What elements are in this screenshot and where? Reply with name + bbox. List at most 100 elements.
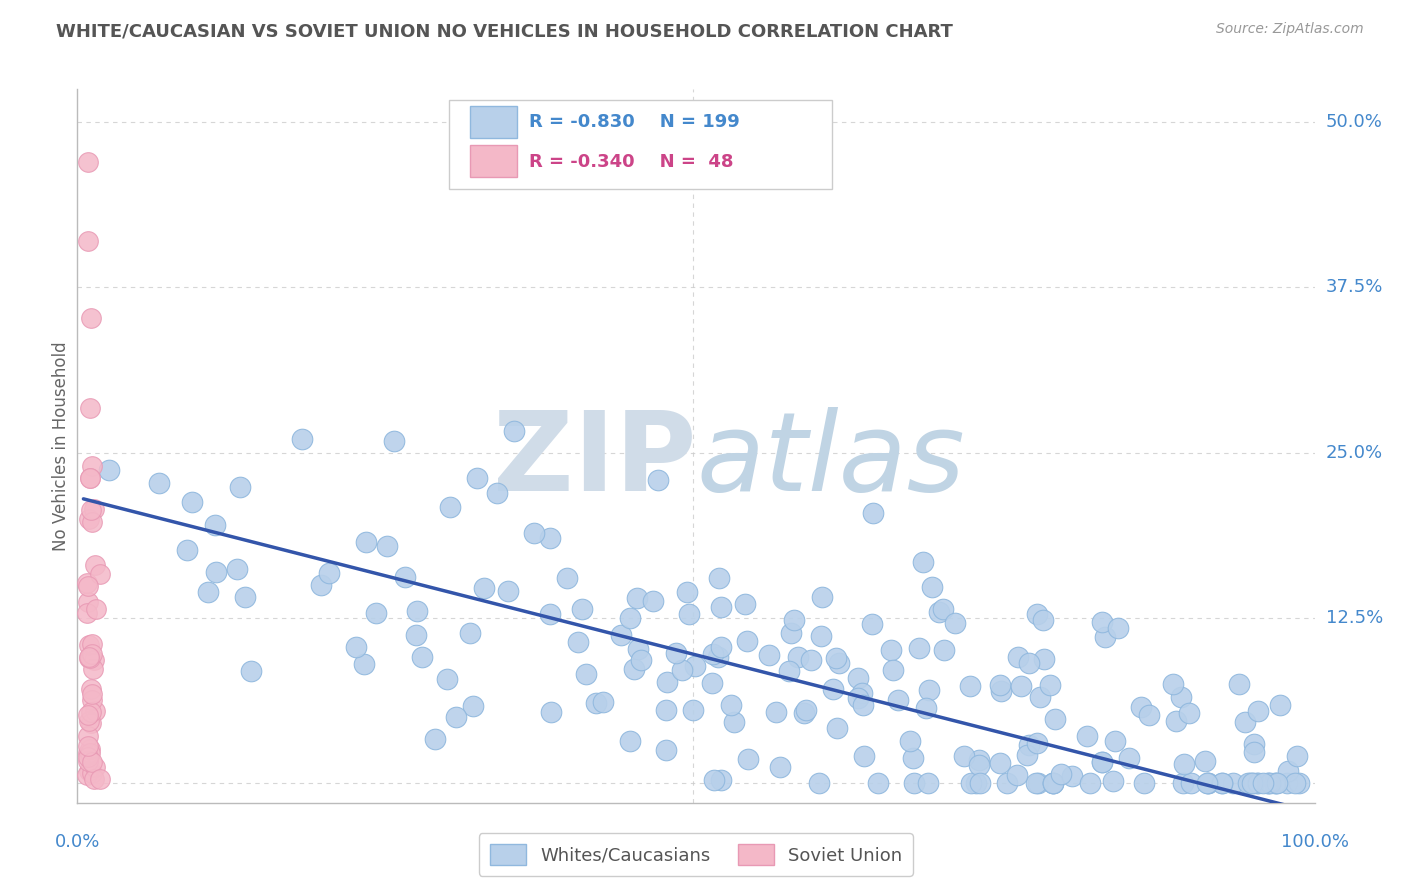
Point [735, 633, 758, 648]
Point [77, 595, 100, 609]
Point [630, 653, 652, 667]
Point [1257, 776, 1279, 790]
Point [80, 637, 103, 651]
Point [1042, 776, 1064, 790]
Point [1164, 714, 1187, 728]
Point [318, 566, 340, 580]
Point [846, 691, 869, 706]
Point [702, 675, 724, 690]
Point [1251, 776, 1274, 790]
Point [796, 703, 818, 717]
Point [89, 772, 111, 787]
Point [76, 154, 98, 169]
Point [619, 733, 641, 747]
Point [1049, 767, 1071, 781]
Point [461, 698, 484, 713]
Point [769, 760, 792, 774]
Point [655, 742, 678, 756]
Point [787, 650, 810, 665]
Point [1090, 756, 1112, 770]
Point [737, 752, 759, 766]
Point [76, 576, 98, 591]
Point [821, 681, 844, 696]
Text: 25.0%: 25.0% [1326, 443, 1384, 461]
Point [1129, 700, 1152, 714]
Point [702, 647, 724, 661]
Point [676, 585, 699, 599]
Point [1277, 764, 1299, 779]
Point [1211, 776, 1233, 790]
Point [862, 617, 884, 632]
Point [1236, 776, 1258, 790]
Point [1197, 776, 1219, 790]
Point [472, 581, 495, 595]
Point [1275, 776, 1298, 790]
Point [665, 646, 688, 660]
Point [229, 480, 252, 494]
Point [77, 638, 100, 652]
Point [439, 500, 461, 515]
Text: 50.0%: 50.0% [1326, 113, 1382, 131]
Point [538, 607, 561, 621]
Point [1039, 678, 1062, 692]
Point [197, 585, 219, 599]
Point [80, 311, 103, 326]
Point [912, 555, 935, 569]
Point [988, 756, 1011, 770]
Point [765, 706, 787, 720]
Text: 37.5%: 37.5% [1326, 278, 1384, 296]
Point [678, 607, 700, 621]
Point [79, 651, 101, 665]
Point [436, 673, 458, 687]
Point [619, 610, 641, 624]
Point [79, 401, 101, 416]
Point [1118, 751, 1140, 765]
Point [1257, 776, 1279, 790]
Point [903, 776, 925, 790]
Point [1173, 756, 1195, 771]
Point [934, 643, 956, 657]
Point [1033, 652, 1056, 666]
Point [540, 705, 562, 719]
Point [655, 702, 678, 716]
Point [1029, 690, 1052, 704]
Point [828, 656, 851, 670]
Point [465, 471, 488, 485]
Text: R = -0.340    N =  48: R = -0.340 N = 48 [529, 153, 734, 170]
Point [758, 648, 780, 662]
Point [1243, 737, 1265, 751]
Point [808, 776, 831, 790]
Point [1270, 698, 1292, 713]
Point [1197, 776, 1219, 790]
Point [1241, 776, 1264, 790]
Point [1246, 776, 1268, 790]
Point [538, 531, 561, 545]
Point [846, 671, 869, 685]
Point [375, 539, 398, 553]
Point [1240, 776, 1263, 790]
Point [917, 776, 939, 790]
Point [1137, 708, 1160, 723]
Point [1101, 773, 1123, 788]
Point [79, 471, 101, 485]
Point [205, 566, 228, 580]
Point [1243, 745, 1265, 759]
Point [707, 650, 730, 665]
Point [1104, 733, 1126, 747]
Point [627, 642, 650, 657]
Point [83, 501, 105, 516]
Point [953, 748, 976, 763]
Point [83, 772, 105, 786]
Point [643, 594, 665, 608]
Point [1180, 776, 1202, 790]
Point [84, 760, 107, 774]
Point [852, 748, 875, 763]
Point [1015, 748, 1038, 763]
Point [720, 698, 742, 713]
Point [1178, 706, 1201, 721]
Point [811, 590, 834, 604]
Point [779, 625, 801, 640]
Point [77, 650, 100, 665]
Point [1194, 754, 1216, 768]
Point [80, 765, 103, 780]
